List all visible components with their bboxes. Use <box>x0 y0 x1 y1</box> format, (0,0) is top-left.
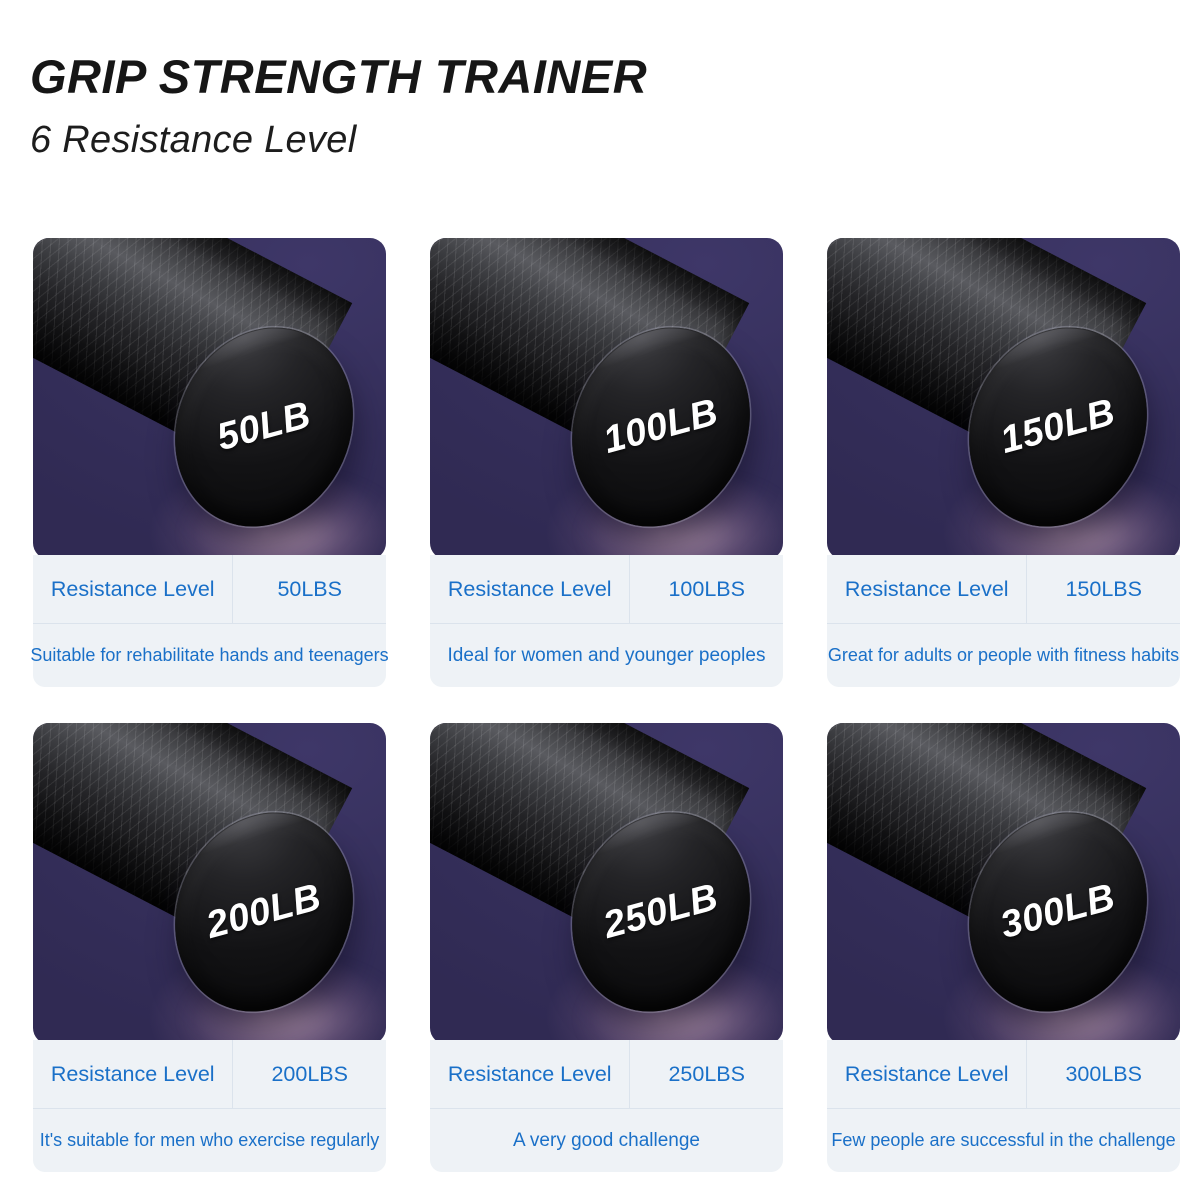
product-photo: 200LB <box>33 723 386 1044</box>
resistance-card[interactable]: 150LB Resistance Level 150LBS Great for … <box>827 238 1180 687</box>
resistance-level-label: Resistance Level <box>827 1040 1028 1108</box>
card-info-panel: Resistance Level 150LBS Great for adults… <box>827 555 1180 687</box>
card-info-panel: Resistance Level 50LBS Suitable for reha… <box>30 555 389 687</box>
card-info-panel: Resistance Level 100LBS Ideal for women … <box>430 555 783 687</box>
card-description: Few people are successful in the challen… <box>831 1130 1176 1150</box>
card-description: Great for adults or people with fitness … <box>827 645 1180 665</box>
resistance-level-value: 250LBS <box>668 1061 745 1086</box>
card-description: A very good challenge <box>513 1129 700 1151</box>
card-description: Suitable for rehabilitate hands and teen… <box>30 645 389 665</box>
resistance-level-label: Resistance Level <box>430 555 631 623</box>
page-title: GRIP STRENGTH TRAINER <box>30 50 648 103</box>
card-info-row: Resistance Level 250LBS <box>430 1040 783 1109</box>
product-photo: 300LB <box>827 723 1180 1044</box>
resistance-card[interactable]: 200LB Resistance Level 200LBS It's suita… <box>33 723 386 1172</box>
resistance-level-value: 300LBS <box>1065 1061 1142 1086</box>
resistance-level-value: 100LBS <box>668 576 745 601</box>
resistance-card[interactable]: 100LB Resistance Level 100LBS Ideal for … <box>430 238 783 687</box>
resistance-level-value: 150LBS <box>1065 576 1142 601</box>
card-info-panel: Resistance Level 300LBS Few people are s… <box>827 1040 1180 1172</box>
resistance-card[interactable]: 300LB Resistance Level 300LBS Few people… <box>827 723 1180 1172</box>
card-info-row: Resistance Level 150LBS <box>827 555 1180 624</box>
resistance-level-grid: 50LB Resistance Level 50LBS Suitable for… <box>30 238 1187 1172</box>
product-photo: 150LB <box>827 238 1180 559</box>
resistance-level-value: 50LBS <box>277 576 342 601</box>
card-info-row: Resistance Level 300LBS <box>827 1040 1180 1109</box>
page-subtitle: 6 Resistance Level <box>30 118 357 161</box>
product-photo: 50LB <box>33 238 386 559</box>
resistance-level-label: Resistance Level <box>430 1040 631 1108</box>
resistance-card[interactable]: 250LB Resistance Level 250LBS A very goo… <box>430 723 783 1172</box>
card-info-panel: Resistance Level 250LBS A very good chal… <box>430 1040 783 1172</box>
card-info-panel: Resistance Level 200LBS It's suitable fo… <box>33 1040 386 1172</box>
card-info-row: Resistance Level 50LBS <box>33 555 386 624</box>
card-info-row: Resistance Level 200LBS <box>33 1040 386 1109</box>
product-photo: 250LB <box>430 723 783 1044</box>
resistance-level-label: Resistance Level <box>827 555 1028 623</box>
card-info-row: Resistance Level 100LBS <box>430 555 783 624</box>
resistance-card[interactable]: 50LB Resistance Level 50LBS Suitable for… <box>30 238 389 687</box>
page-header: GRIP STRENGTH TRAINER 6 Resistance Level <box>30 50 1170 161</box>
resistance-level-label: Resistance Level <box>33 1040 234 1108</box>
resistance-level-label: Resistance Level <box>33 555 234 623</box>
resistance-level-value: 200LBS <box>271 1061 348 1086</box>
product-photo: 100LB <box>430 238 783 559</box>
card-description: It's suitable for men who exercise regul… <box>39 1130 380 1150</box>
card-description: Ideal for women and younger peoples <box>447 644 766 666</box>
